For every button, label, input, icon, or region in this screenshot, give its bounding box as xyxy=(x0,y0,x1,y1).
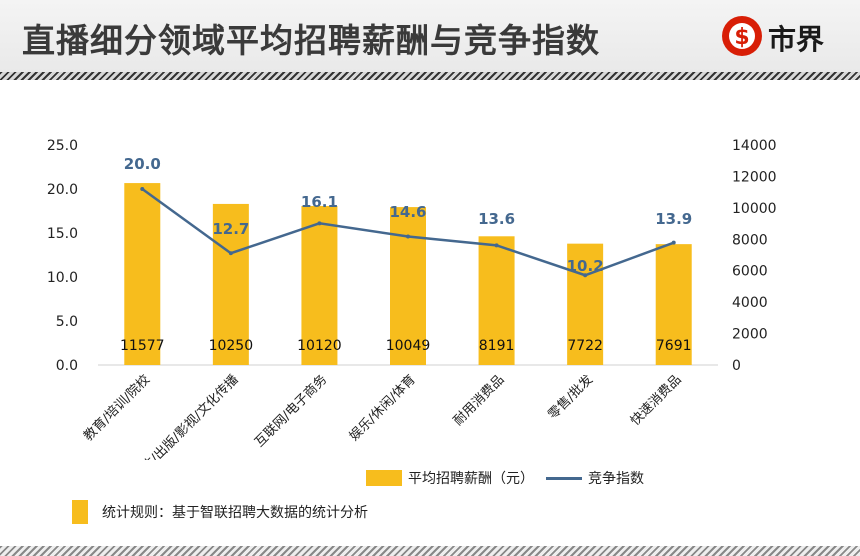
logo: $ 市界 xyxy=(720,14,850,62)
line-value-label: 20.0 xyxy=(124,155,161,173)
bar xyxy=(655,244,692,365)
legend-label-line: 竞争指数 xyxy=(588,471,644,487)
header-divider xyxy=(0,72,860,80)
logo-text: 市界 xyxy=(768,23,825,56)
line-value-label: 13.9 xyxy=(655,210,692,228)
line-value-label: 16.1 xyxy=(301,193,338,211)
right-tick-label: 4000 xyxy=(732,295,768,311)
category-label: 快速消费品 xyxy=(628,372,685,429)
left-tick-label: 5.0 xyxy=(56,314,78,330)
right-tick-label: 2000 xyxy=(732,327,768,343)
bar-value-label: 7722 xyxy=(567,338,603,354)
page-title: 直播细分领域平均招聘薪酬与竞争指数 xyxy=(22,21,600,60)
line-value-label: 12.7 xyxy=(212,220,249,238)
line-value-label: 14.6 xyxy=(389,203,426,221)
left-tick-label: 20.0 xyxy=(47,182,78,198)
footnote-swatch xyxy=(72,500,88,524)
bar-value-label: 11577 xyxy=(120,338,165,354)
footer-divider xyxy=(0,546,860,556)
bar xyxy=(390,207,426,365)
line-value-label: 10.2 xyxy=(567,257,604,275)
left-tick-label: 10.0 xyxy=(47,270,78,286)
category-label: 零售/批发 xyxy=(545,372,596,423)
bar xyxy=(478,236,515,365)
bar xyxy=(301,205,338,365)
logo-icon: $ xyxy=(722,16,762,56)
left-tick-label: 25.0 xyxy=(47,138,78,154)
svg-text:$: $ xyxy=(734,25,749,50)
right-tick-label: 14000 xyxy=(732,138,777,154)
line-point xyxy=(494,243,499,248)
chart: 0.0 5.0 10.0 15.0 20.0 25.0 0 2000 4000 6000 8000 1… xyxy=(47,138,777,460)
legend-swatch-bar xyxy=(366,470,402,486)
line-value-label: 13.6 xyxy=(478,210,515,228)
bar-value-label: 7691 xyxy=(656,338,692,354)
right-tick-label: 6000 xyxy=(732,264,768,280)
bar xyxy=(124,183,161,365)
bar-value-label: 10049 xyxy=(386,338,431,354)
footnote-text: 统计规则：基于智联招聘大数据的统计分析 xyxy=(102,505,368,521)
left-tick-label: 0.0 xyxy=(56,358,78,374)
line-point xyxy=(583,273,588,278)
line-point xyxy=(671,240,676,245)
right-tick-label: 8000 xyxy=(732,232,768,248)
left-tick-label: 15.0 xyxy=(47,226,78,242)
legend-label-bar: 平均招聘薪酬（元） xyxy=(408,471,534,487)
bar-value-label: 10120 xyxy=(297,338,342,354)
line-point xyxy=(140,187,145,191)
legend-swatch-line xyxy=(546,476,582,480)
right-tick-label: 0 xyxy=(732,358,741,374)
legend-item-bar: 平均招聘薪酬（元） xyxy=(366,468,534,488)
right-tick-label: 10000 xyxy=(732,201,777,217)
header-bar: 直播细分领域平均招聘薪酬与竞争指数 $ 市界 xyxy=(0,0,860,72)
category-label: 耐用消费品 xyxy=(451,372,508,429)
bar-value-label: 10250 xyxy=(209,338,254,354)
line-point xyxy=(406,234,410,239)
category-label: 娱乐/休闲/体育 xyxy=(346,372,419,445)
bar xyxy=(567,243,604,365)
line-point xyxy=(317,221,322,226)
line-point xyxy=(228,251,233,256)
category-label: 教育/培训/院校 xyxy=(80,372,153,445)
bar xyxy=(212,203,249,365)
category-label: 互联网/电子商务 xyxy=(251,372,330,451)
footnote: 统计规则：基于智联招聘大数据的统计分析 xyxy=(72,500,368,524)
legend-item-line: 竞争指数 xyxy=(546,468,644,488)
bar-value-label: 8191 xyxy=(479,338,515,354)
right-tick-label: 12000 xyxy=(732,169,777,185)
